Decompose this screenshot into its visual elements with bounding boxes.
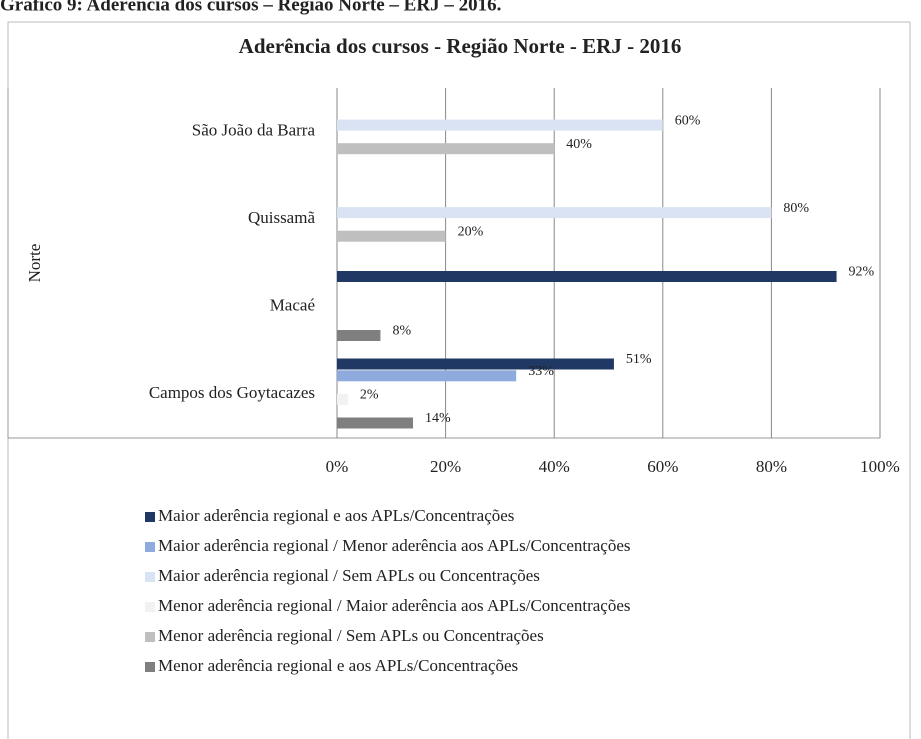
x-tick-label: 40%: [539, 457, 570, 476]
data-label: 51%: [626, 352, 652, 367]
data-label: 20%: [458, 224, 484, 239]
bar: [337, 370, 517, 382]
legend-swatch: [145, 632, 155, 642]
y-tick-label: Quissamã: [248, 208, 316, 227]
bar: [337, 119, 663, 131]
chart-title: Aderência dos cursos - Região Norte - ER…: [239, 34, 682, 58]
x-tick-label: 100%: [860, 457, 900, 476]
legend-swatch: [145, 602, 155, 612]
bar: [337, 358, 614, 370]
data-label: 8%: [392, 324, 411, 339]
data-label: 80%: [783, 201, 809, 216]
bar: [337, 393, 348, 405]
x-tick-label: 20%: [430, 457, 461, 476]
legend-label: Menor aderência regional / Maior aderênc…: [158, 596, 631, 615]
x-tick-label: 0%: [326, 457, 349, 476]
data-label: 40%: [566, 137, 592, 152]
bar: [337, 271, 837, 282]
caption: Gráfico 9: Aderência dos cursos – Região…: [0, 0, 501, 15]
legend-swatch: [145, 512, 155, 522]
data-label: 14%: [425, 411, 451, 426]
legend-label: Menor aderência regional / Sem APLs ou C…: [158, 626, 544, 645]
legend-label: Maior aderência regional / Menor aderênc…: [158, 536, 631, 555]
legend-label: Maior aderência regional e aos APLs/Conc…: [158, 506, 514, 525]
data-label: 60%: [675, 113, 701, 128]
y-axis-label: Norte: [25, 244, 44, 283]
bar: [337, 230, 446, 242]
legend-swatch: [145, 662, 155, 672]
data-label: 92%: [849, 265, 875, 280]
bar: [337, 207, 772, 219]
legend-swatch: [145, 542, 155, 552]
legend-label: Maior aderência regional / Sem APLs ou C…: [158, 566, 540, 585]
x-tick-label: 60%: [647, 457, 678, 476]
y-tick-label: Campos dos Goytacazes: [149, 383, 315, 402]
bar: [337, 330, 381, 341]
bar: [337, 417, 414, 429]
x-tick-label: 80%: [756, 457, 787, 476]
bar: [337, 143, 555, 155]
legend-label: Menor aderência regional e aos APLs/Conc…: [158, 656, 518, 675]
data-label: 2%: [360, 388, 379, 403]
y-tick-label: São João da Barra: [192, 121, 316, 140]
legend-swatch: [145, 572, 155, 582]
y-tick-label: Macaé: [270, 296, 315, 315]
data-label: 33%: [528, 364, 554, 379]
